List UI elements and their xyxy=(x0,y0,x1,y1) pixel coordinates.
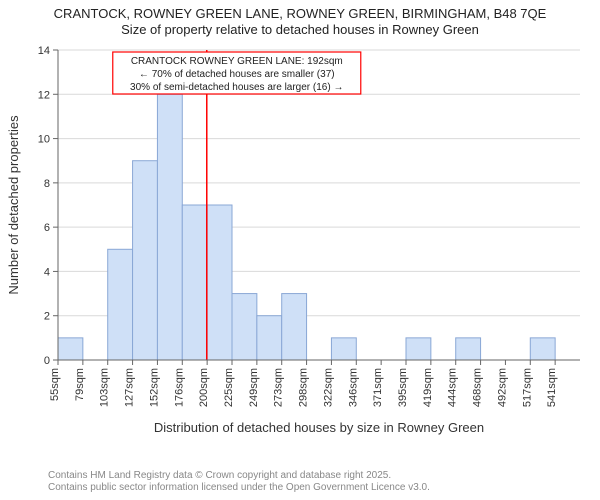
svg-text:14: 14 xyxy=(38,45,50,57)
svg-text:517sqm: 517sqm xyxy=(521,368,533,407)
footer-line2: Contains public sector information licen… xyxy=(48,482,430,494)
svg-text:8: 8 xyxy=(44,178,50,190)
chart-container: 0 2 4 6 8 10 12 14 55sqm 79sqm 103sqm 127sqm 152sqm 1… xyxy=(0,42,600,452)
svg-text:200sqm: 200sqm xyxy=(198,368,210,407)
svg-text:103sqm: 103sqm xyxy=(99,368,111,407)
svg-text:492sqm: 492sqm xyxy=(496,368,508,407)
svg-text:273sqm: 273sqm xyxy=(273,368,285,407)
svg-text:Number of detached properties: Number of detached properties xyxy=(6,115,21,295)
svg-text:← 70% of detached houses are s: ← 70% of detached houses are smaller (37… xyxy=(139,69,335,80)
svg-text:225sqm: 225sqm xyxy=(223,368,235,407)
svg-text:6: 6 xyxy=(44,222,50,234)
svg-text:CRANTOCK ROWNEY GREEN LANE: 19: CRANTOCK ROWNEY GREEN LANE: 192sqm xyxy=(131,56,343,67)
footer-line1: Contains HM Land Registry data © Crown c… xyxy=(48,470,430,482)
histogram-chart: 0 2 4 6 8 10 12 14 55sqm 79sqm 103sqm 127sqm 152sqm 1… xyxy=(0,42,600,452)
svg-text:468sqm: 468sqm xyxy=(472,368,484,407)
svg-text:395sqm: 395sqm xyxy=(397,368,409,407)
title-line1: CRANTOCK, ROWNEY GREEN LANE, ROWNEY GREE… xyxy=(0,6,600,22)
svg-text:371sqm: 371sqm xyxy=(372,368,384,407)
svg-text:0: 0 xyxy=(44,355,50,367)
svg-text:2: 2 xyxy=(44,311,50,323)
svg-text:298sqm: 298sqm xyxy=(298,368,310,407)
svg-text:127sqm: 127sqm xyxy=(124,368,136,407)
svg-text:249sqm: 249sqm xyxy=(248,368,260,407)
svg-text:152sqm: 152sqm xyxy=(148,368,160,407)
svg-text:541sqm: 541sqm xyxy=(546,368,558,407)
svg-text:10: 10 xyxy=(38,134,50,146)
title-line2: Size of property relative to detached ho… xyxy=(0,22,600,38)
footer-attribution: Contains HM Land Registry data © Crown c… xyxy=(48,470,430,494)
svg-text:176sqm: 176sqm xyxy=(173,368,185,407)
svg-text:419sqm: 419sqm xyxy=(422,368,434,407)
svg-text:346sqm: 346sqm xyxy=(347,368,359,407)
svg-text:12: 12 xyxy=(38,89,50,101)
svg-text:4: 4 xyxy=(44,266,50,278)
svg-text:30% of semi-detached houses ar: 30% of semi-detached houses are larger (… xyxy=(130,82,343,93)
svg-text:444sqm: 444sqm xyxy=(447,368,459,407)
svg-text:79sqm: 79sqm xyxy=(74,368,86,401)
chart-title-block: CRANTOCK, ROWNEY GREEN LANE, ROWNEY GREE… xyxy=(0,0,600,39)
svg-text:322sqm: 322sqm xyxy=(322,368,334,407)
svg-text:Distribution of detached house: Distribution of detached houses by size … xyxy=(154,420,484,435)
svg-text:55sqm: 55sqm xyxy=(49,368,61,401)
